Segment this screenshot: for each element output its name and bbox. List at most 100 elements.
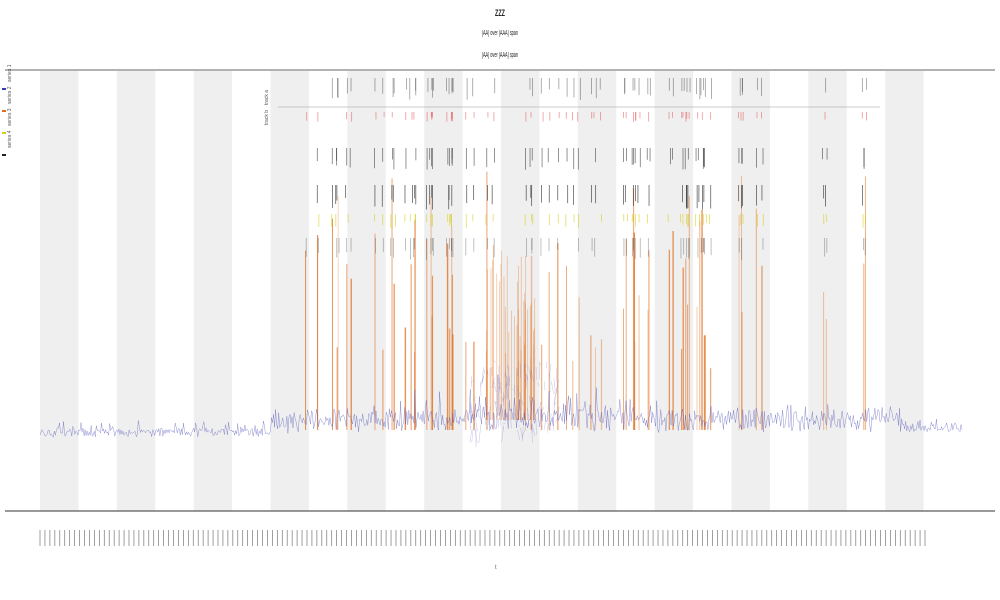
chart-subtitle-1: [AA] over [AAA] span <box>481 30 519 37</box>
background-band <box>193 71 233 511</box>
series-cluster-line <box>538 402 542 410</box>
series-cluster-line <box>493 382 497 392</box>
track-label-a: track a <box>264 89 270 105</box>
legend-swatch <box>2 88 6 90</box>
series-cluster-line <box>530 370 534 381</box>
x-axis-label: t <box>495 565 497 571</box>
background-band <box>731 71 770 511</box>
background-band <box>270 71 309 511</box>
series-cluster-line <box>555 416 559 422</box>
series-cluster-line <box>504 374 508 379</box>
series-cluster-line <box>550 422 552 431</box>
series-cluster-line <box>525 376 529 389</box>
legend-label: series 1 <box>7 64 13 82</box>
background-band <box>577 71 617 511</box>
series-cluster-line <box>531 423 535 436</box>
series-cluster-line <box>529 368 532 379</box>
series-cluster-line <box>488 411 491 429</box>
background-band <box>40 71 79 511</box>
background-band <box>654 71 694 511</box>
background-band <box>424 71 463 511</box>
series-cluster-line <box>498 386 501 389</box>
series-cluster-line <box>544 415 546 430</box>
series-cluster-line <box>505 376 509 388</box>
series-cluster-line <box>479 405 482 411</box>
series-cluster-line <box>524 362 526 368</box>
series-cluster-line <box>553 378 556 392</box>
legend-label: series 3 <box>7 108 13 126</box>
series-cluster-line <box>474 428 478 444</box>
series-cluster-line <box>518 424 521 427</box>
series-cluster-line <box>502 423 506 425</box>
series-cluster-line <box>540 425 543 431</box>
series-cluster-line <box>469 401 472 414</box>
chart-subtitle-2: [AA] over [AAA] span <box>481 52 519 59</box>
series-cluster-line <box>530 423 533 433</box>
series-cluster-line <box>527 407 530 427</box>
legend-swatch <box>2 132 6 134</box>
series-cluster-line <box>491 377 496 388</box>
series-cluster-line <box>537 382 540 387</box>
series-cluster-line <box>554 391 557 397</box>
legend-entry: series 1 <box>2 64 14 102</box>
series-cluster-line <box>529 395 532 411</box>
series-cluster-line <box>551 381 554 394</box>
series-cluster-line <box>471 429 474 443</box>
baseline-series <box>39 360 963 448</box>
series-cluster-line <box>522 409 526 419</box>
series-cluster-line <box>543 381 546 391</box>
series-cluster-line <box>470 403 474 421</box>
series-cluster-line <box>514 412 517 420</box>
legend-label: series 2 <box>7 86 13 104</box>
background-band <box>808 71 847 511</box>
x-tick-labels <box>39 530 926 546</box>
track-label-b: track b <box>264 109 270 125</box>
series-cluster-line <box>553 401 557 406</box>
series-cluster-line <box>495 412 499 418</box>
background-band <box>501 71 540 511</box>
series-cluster-line <box>511 388 513 391</box>
legend-swatch <box>2 110 6 112</box>
series-cluster-line <box>557 406 560 421</box>
background-band <box>347 71 386 511</box>
series-cluster-line <box>546 425 549 433</box>
series-cluster-line <box>539 402 542 405</box>
series-cluster-line <box>516 408 519 419</box>
series-cluster-line <box>551 413 555 431</box>
series-cluster-line <box>531 424 533 443</box>
series-cluster-line <box>477 410 480 418</box>
legend-entry: series 4 <box>2 130 14 168</box>
marker-rows <box>305 78 868 260</box>
series-cluster-line <box>499 382 502 394</box>
series-cluster-line <box>514 384 516 396</box>
chart-legend: series 1 series 2 series 3 series 4 <box>2 64 14 168</box>
series-cluster-line <box>493 387 495 389</box>
legend-entry: series 2 <box>2 86 14 124</box>
series-cluster-line <box>478 424 482 444</box>
series-cluster-line <box>547 422 551 431</box>
series-cluster-line <box>493 402 498 404</box>
series-cluster-line <box>480 381 482 396</box>
series-cluster-line <box>469 428 473 443</box>
series-cluster-line <box>470 411 472 424</box>
series-cluster-line <box>470 379 474 383</box>
series-cluster-line <box>488 406 491 425</box>
orange-spikes <box>305 171 866 430</box>
background-band <box>116 71 156 511</box>
series-cluster-line <box>527 414 530 416</box>
series-cluster-line <box>554 387 558 406</box>
series-cluster-line <box>541 407 545 411</box>
series-cluster-line <box>540 406 543 417</box>
series-line <box>39 374 963 438</box>
series-cluster-line <box>555 379 559 394</box>
series-cluster-line <box>519 427 523 439</box>
series-cluster-line <box>480 376 484 387</box>
legend-entry: series 3 <box>2 108 14 146</box>
series-cluster-line <box>493 360 496 363</box>
series-cluster-line <box>505 371 509 386</box>
series-cluster-line <box>470 410 474 413</box>
series-cluster-line <box>508 375 511 387</box>
series-cluster-line <box>522 429 526 437</box>
series-cluster-line <box>533 400 536 414</box>
